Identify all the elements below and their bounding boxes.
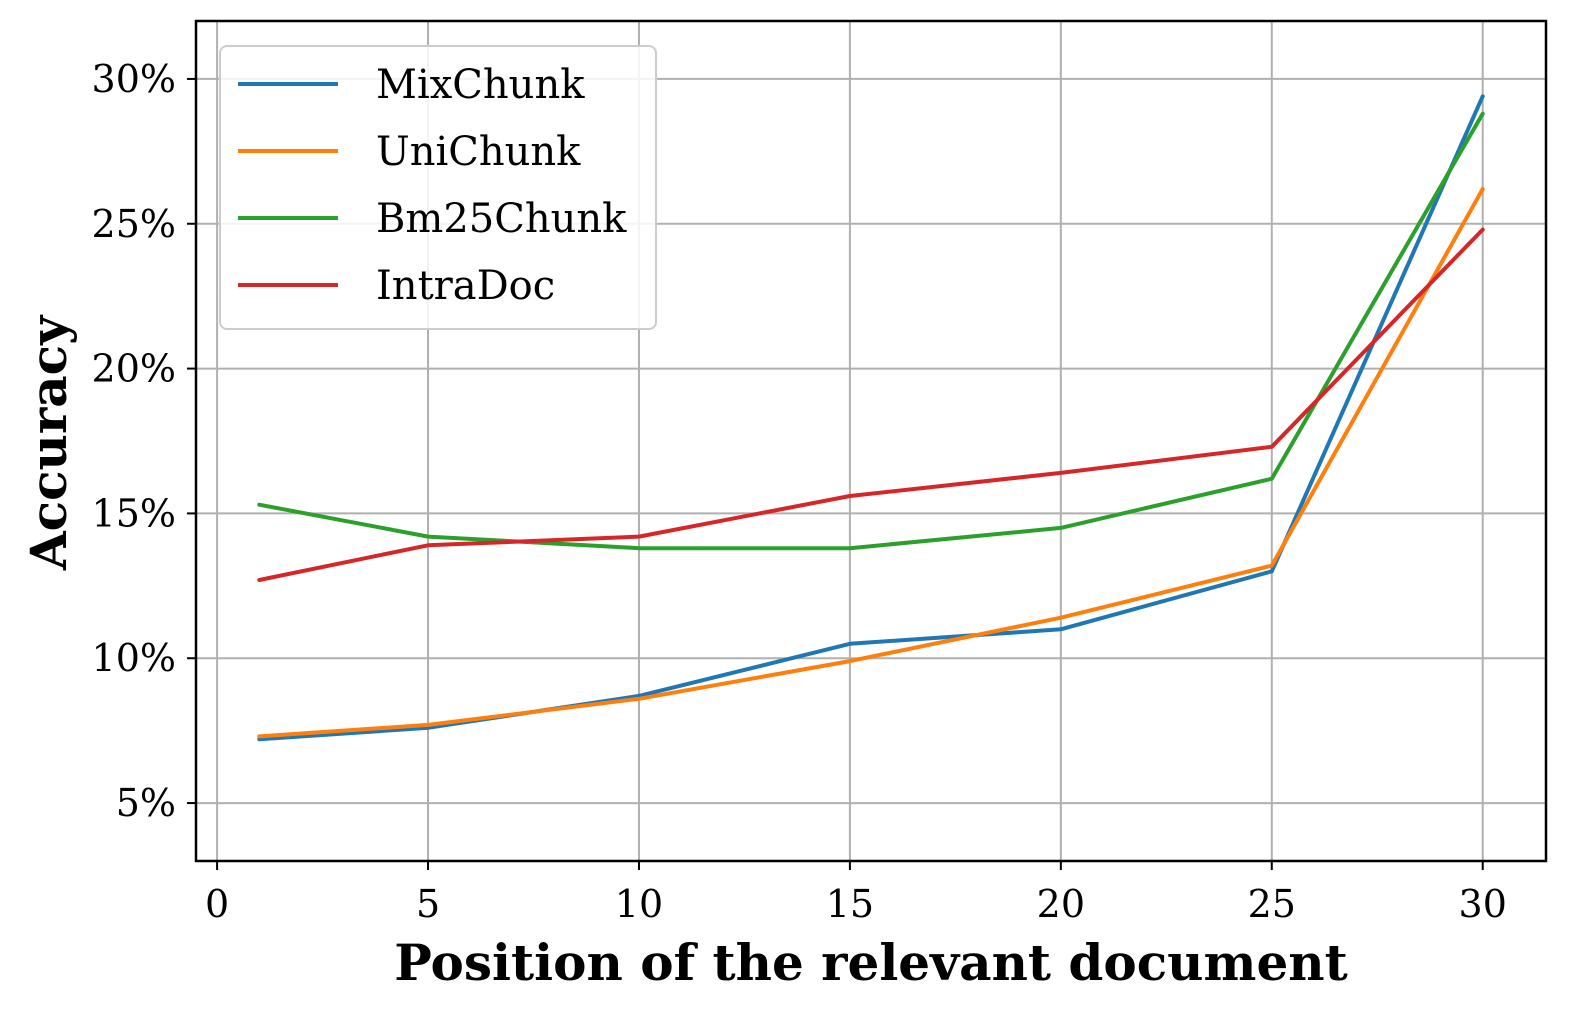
x-tick-label: 20 <box>1037 882 1085 926</box>
y-tick-label: 5% <box>116 781 176 825</box>
legend-label: IntraDoc <box>376 263 555 309</box>
y-axis-title: Accuracy <box>19 314 78 571</box>
x-axis-ticks: 0 5 10 15 20 25 30 <box>205 861 1507 926</box>
legend: MixChunk UniChunk Bm25Chunk IntraDoc <box>219 45 657 330</box>
y-tick-label: 25% <box>92 202 176 246</box>
x-tick-label: 30 <box>1459 882 1507 926</box>
x-tick-label: 25 <box>1248 882 1296 926</box>
series-line-bm25chunk <box>257 111 1485 551</box>
x-tick-label: 0 <box>205 882 229 926</box>
series-line-unichunk <box>257 187 1485 739</box>
series-line-mixchunk <box>257 94 1485 742</box>
legend-label: UniChunk <box>376 129 581 175</box>
series-line-intradoc <box>257 227 1485 582</box>
legend-box <box>219 45 657 330</box>
legend-label: MixChunk <box>376 62 585 108</box>
y-tick-label: 10% <box>92 636 176 680</box>
plot-frame <box>194 19 1548 863</box>
legend-label: Bm25Chunk <box>376 196 627 242</box>
x-tick-label: 5 <box>416 882 440 926</box>
x-tick-label: 10 <box>615 882 663 926</box>
y-tick-label: 15% <box>92 491 176 535</box>
y-tick-label: 20% <box>92 347 176 391</box>
y-axis-ticks: 5% 10% 15% 20% 25% 30% <box>92 57 196 825</box>
x-tick-label: 15 <box>826 882 874 926</box>
x-axis-title: Position of the relevant document <box>394 933 1347 992</box>
y-tick-label: 30% <box>92 57 176 101</box>
series-lines <box>257 94 1485 742</box>
